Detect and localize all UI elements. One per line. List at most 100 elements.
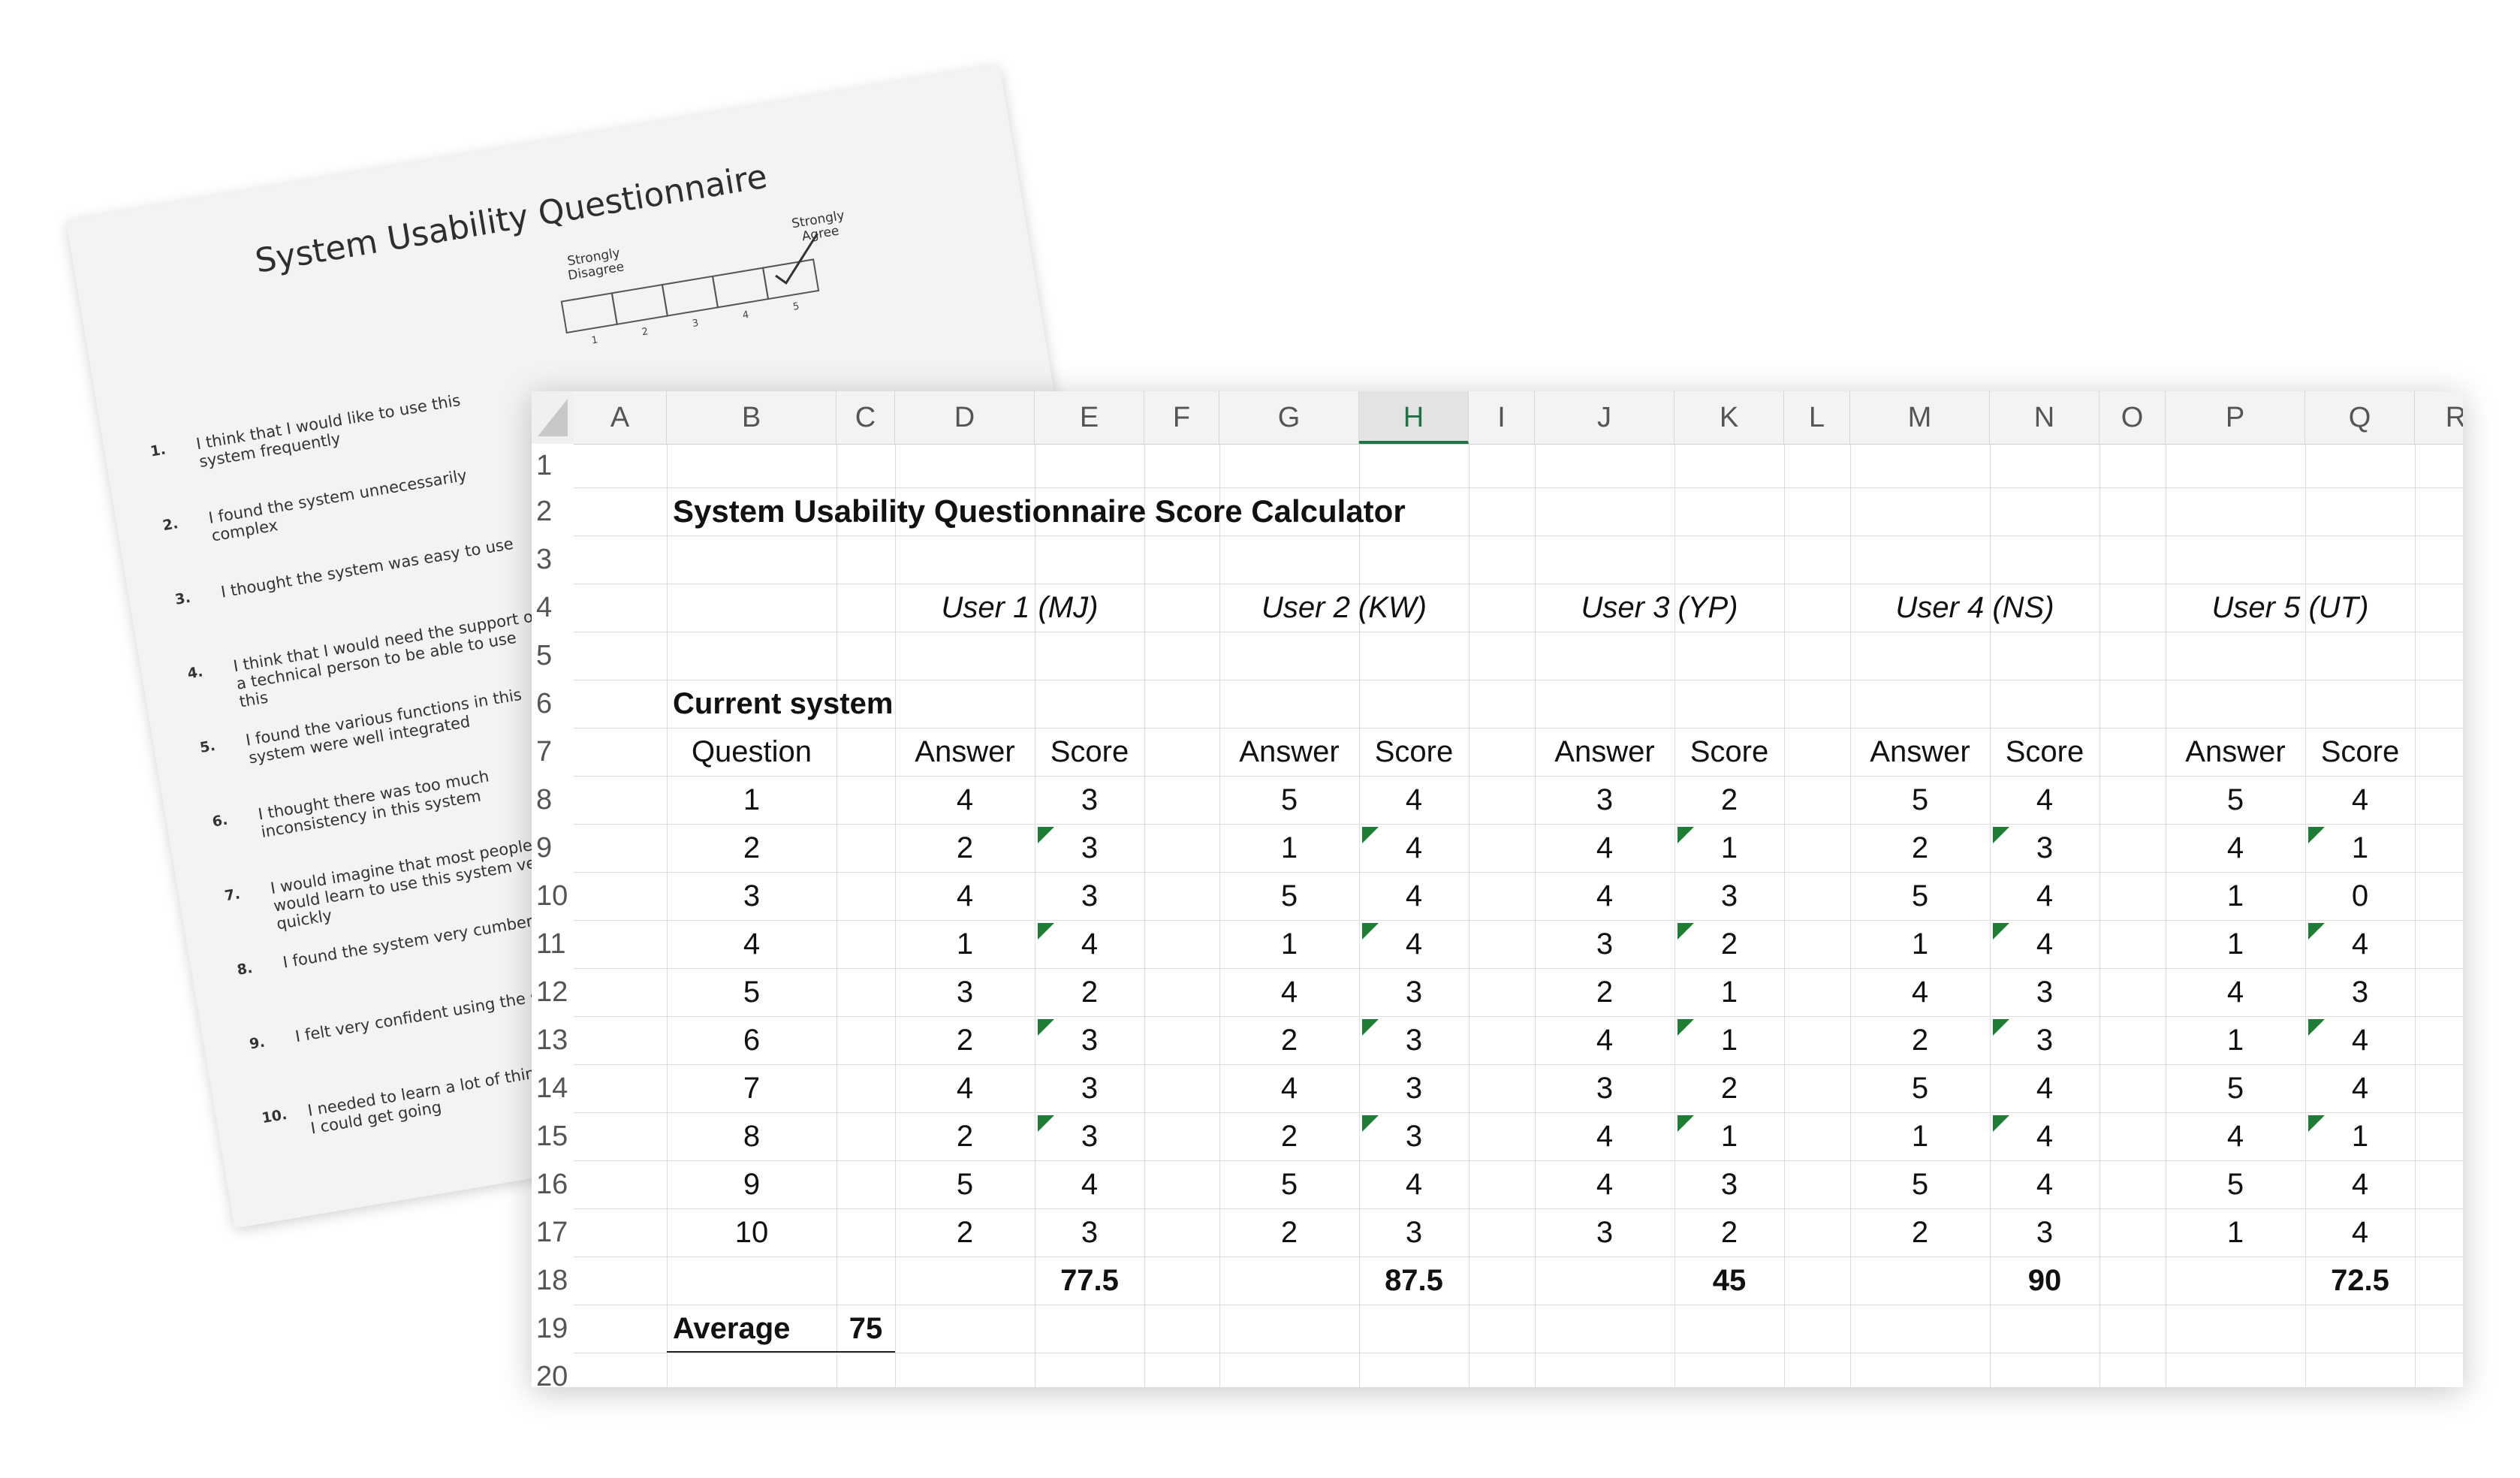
select-all-button[interactable]	[532, 391, 574, 444]
answer-cell[interactable]: 1	[2226, 1216, 2244, 1249]
score-cell[interactable]: 4	[1405, 928, 1423, 961]
answer-cell[interactable]: 4	[1596, 1168, 1614, 1201]
score-header[interactable]: Score	[1050, 735, 1129, 768]
answer-cell[interactable]: 2	[1911, 1216, 1929, 1249]
row-header-19[interactable]: 19	[536, 1313, 568, 1344]
user-header[interactable]: User 2 (KW)	[1262, 591, 1427, 624]
answer-cell[interactable]: 1	[1911, 1120, 1929, 1153]
answer-cell[interactable]: 4	[956, 783, 974, 816]
answer-cell[interactable]: 1	[1911, 928, 1929, 961]
column-header-o[interactable]: O	[2099, 391, 2166, 444]
column-header-b[interactable]: B	[667, 391, 836, 444]
score-cell[interactable]: 2	[1720, 783, 1738, 816]
total-score-cell[interactable]: 45	[1712, 1264, 1747, 1297]
score-cell[interactable]: 4	[2036, 879, 2054, 912]
row-header-2[interactable]: 2	[536, 496, 553, 527]
answer-cell[interactable]: 4	[1280, 1072, 1298, 1105]
score-cell[interactable]: 4	[2351, 1216, 2369, 1249]
score-cell[interactable]: 4	[2351, 1168, 2369, 1201]
answer-cell[interactable]: 2	[956, 1120, 974, 1153]
row-header-3[interactable]: 3	[536, 544, 553, 575]
row-header-20[interactable]: 20	[536, 1361, 568, 1387]
score-cell[interactable]: 3	[1405, 1072, 1423, 1105]
score-cell[interactable]: 3	[1081, 879, 1099, 912]
answer-cell[interactable]: 2	[1911, 831, 1929, 864]
section-label[interactable]: Current system	[673, 687, 894, 720]
question-number[interactable]: 6	[743, 1024, 761, 1057]
row-header-6[interactable]: 6	[536, 688, 553, 719]
score-cell[interactable]: 3	[2351, 976, 2369, 1009]
answer-cell[interactable]: 4	[2226, 1120, 2244, 1153]
score-cell[interactable]: 4	[2351, 1072, 2369, 1105]
score-cell[interactable]: 1	[1720, 1024, 1738, 1057]
score-header[interactable]: Score	[1690, 735, 1769, 768]
answer-cell[interactable]: 3	[1596, 928, 1614, 961]
answer-cell[interactable]: 4	[2226, 976, 2244, 1009]
answer-cell[interactable]: 5	[2226, 1168, 2244, 1201]
score-cell[interactable]: 3	[1720, 1168, 1738, 1201]
column-header-h[interactable]: H	[1359, 391, 1469, 444]
question-number[interactable]: 2	[743, 831, 761, 864]
answer-cell[interactable]: 4	[1596, 879, 1614, 912]
score-cell[interactable]: 4	[2036, 1168, 2054, 1201]
answer-cell[interactable]: 4	[956, 1072, 974, 1105]
answer-cell[interactable]: 2	[1280, 1024, 1298, 1057]
answer-header[interactable]: Answer	[1554, 735, 1655, 768]
total-score-cell[interactable]: 72.5	[2331, 1264, 2389, 1297]
score-cell[interactable]: 4	[2036, 928, 2054, 961]
score-cell[interactable]: 3	[2036, 1216, 2054, 1249]
answer-header[interactable]: Answer	[2185, 735, 2286, 768]
answer-cell[interactable]: 5	[1911, 879, 1929, 912]
question-number[interactable]: 10	[734, 1216, 769, 1249]
answer-cell[interactable]: 4	[1596, 1120, 1614, 1153]
column-header-i[interactable]: I	[1469, 391, 1535, 444]
answer-cell[interactable]: 5	[2226, 783, 2244, 816]
answer-cell[interactable]: 3	[1596, 1072, 1614, 1105]
answer-cell[interactable]: 1	[2226, 928, 2244, 961]
answer-cell[interactable]: 1	[956, 928, 974, 961]
answer-cell[interactable]: 5	[1911, 783, 1929, 816]
answer-cell[interactable]: 2	[1596, 976, 1614, 1009]
score-cell[interactable]: 3	[1081, 1024, 1099, 1057]
score-cell[interactable]: 4	[2036, 1120, 2054, 1153]
answer-cell[interactable]: 3	[1596, 783, 1614, 816]
answer-cell[interactable]: 2	[956, 1024, 974, 1057]
answer-cell[interactable]: 4	[956, 879, 974, 912]
sheet-title[interactable]: System Usability Questionnaire Score Cal…	[673, 493, 1406, 529]
column-header-d[interactable]: D	[895, 391, 1035, 444]
column-header-j[interactable]: J	[1535, 391, 1674, 444]
score-cell[interactable]: 3	[1081, 783, 1099, 816]
score-header[interactable]: Score	[2005, 735, 2084, 768]
score-cell[interactable]: 3	[2036, 976, 2054, 1009]
question-number[interactable]: 3	[743, 879, 761, 912]
answer-cell[interactable]: 5	[1280, 1168, 1298, 1201]
column-header-m[interactable]: M	[1850, 391, 1990, 444]
answer-cell[interactable]: 1	[2226, 879, 2244, 912]
score-cell[interactable]: 3	[1081, 831, 1099, 864]
row-header-1[interactable]: 1	[536, 450, 553, 481]
answer-cell[interactable]: 5	[1911, 1072, 1929, 1105]
answer-cell[interactable]: 2	[956, 831, 974, 864]
score-cell[interactable]: 3	[2036, 831, 2054, 864]
score-cell[interactable]: 4	[2351, 783, 2369, 816]
answer-cell[interactable]: 5	[1911, 1168, 1929, 1201]
answer-cell[interactable]: 3	[956, 976, 974, 1009]
question-number[interactable]: 7	[743, 1072, 761, 1105]
score-cell[interactable]: 3	[1081, 1216, 1099, 1249]
score-cell[interactable]: 4	[1081, 928, 1099, 961]
row-header-12[interactable]: 12	[536, 976, 568, 1008]
score-cell[interactable]: 2	[1720, 1216, 1738, 1249]
row-header-5[interactable]: 5	[536, 640, 553, 671]
row-header-9[interactable]: 9	[536, 832, 553, 864]
column-header-k[interactable]: K	[1674, 391, 1784, 444]
score-cell[interactable]: 4	[1405, 879, 1423, 912]
score-cell[interactable]: 4	[1081, 1168, 1099, 1201]
answer-cell[interactable]: 5	[956, 1168, 974, 1201]
score-cell[interactable]: 3	[1405, 1216, 1423, 1249]
score-cell[interactable]: 1	[2351, 831, 2369, 864]
score-cell[interactable]: 2	[1720, 1072, 1738, 1105]
answer-cell[interactable]: 4	[1596, 1024, 1614, 1057]
total-score-cell[interactable]: 77.5	[1060, 1264, 1119, 1297]
row-header-14[interactable]: 14	[536, 1072, 568, 1104]
score-cell[interactable]: 4	[2036, 783, 2054, 816]
